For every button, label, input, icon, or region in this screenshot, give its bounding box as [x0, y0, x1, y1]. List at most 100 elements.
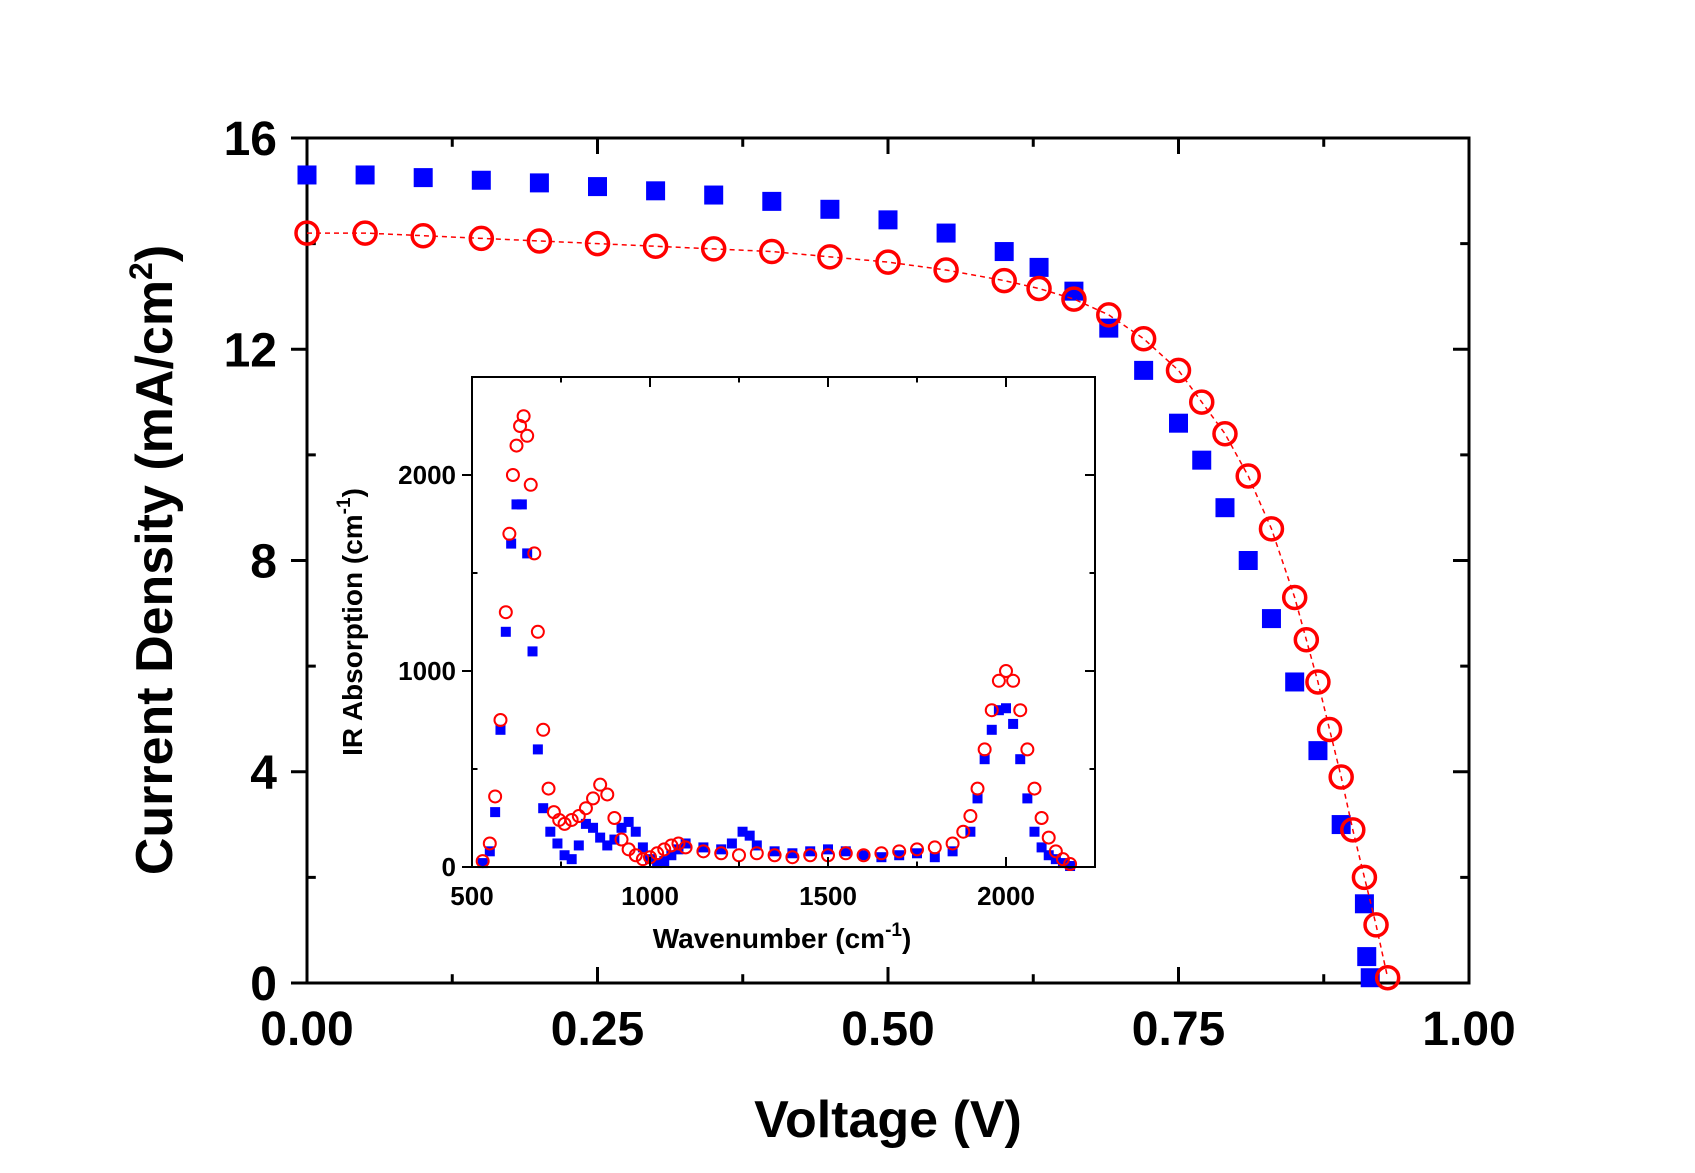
main-ticks [291, 136, 1471, 985]
inset-series-0-point [580, 818, 591, 829]
inset-series-0-point [516, 499, 527, 510]
inset-series-1-point [838, 846, 853, 861]
main-series-0-point [1238, 551, 1258, 570]
main-series-1-point [1130, 325, 1157, 352]
inset-background [472, 377, 1095, 867]
inset-series-0-point [1022, 793, 1033, 804]
inset-series-1-point [999, 664, 1013, 678]
inset-series-0-point [495, 724, 506, 735]
inset-series-0-point [506, 538, 517, 549]
main-y-axis-title-sup: 2 [123, 262, 159, 280]
main-series-1-point [1061, 286, 1087, 312]
inset-series-0-point [490, 807, 501, 818]
main-series-0-point [1261, 609, 1281, 629]
main-series-1-point [410, 222, 436, 249]
inset-series-1-point [650, 846, 665, 861]
inset-series-0-point [522, 548, 533, 559]
inset-series-0-point [698, 842, 709, 853]
main-series-0-point [413, 168, 433, 188]
inset-series-1-point [892, 844, 907, 859]
main-series-0-point [878, 210, 898, 230]
main-series-1-point [1096, 302, 1122, 328]
inset-series-1-point [593, 777, 608, 792]
inset-series-1-point [910, 842, 924, 857]
inset-series-1-point [785, 850, 800, 865]
inset-series [475, 409, 1078, 872]
main-series-0-point [1357, 947, 1377, 967]
main-series-0-point [704, 185, 724, 205]
inset-series-0-point [566, 854, 577, 865]
inset-series-1-point [578, 801, 593, 816]
main-series-1-point [1340, 817, 1366, 843]
inset-series-0-point [552, 838, 563, 849]
main-series-0-point [1360, 968, 1380, 988]
main-series-1-point [1235, 463, 1261, 489]
inset-y-axis-title-tail: ) [337, 488, 368, 497]
inset-series-1-point [523, 477, 538, 492]
main-series-0-point [994, 242, 1014, 262]
inset-series-0-point [1008, 718, 1019, 729]
main-series-1-point [700, 236, 727, 262]
inset-series-1-point [607, 811, 622, 825]
main-series-0-point [1215, 498, 1235, 518]
main-y-tick-label: 8 [250, 536, 277, 589]
main-series-1-point [759, 238, 785, 265]
inset-series-1-point [714, 846, 729, 861]
inset-y-tick-label: 2000 [398, 460, 456, 490]
main-series-1-point [468, 225, 495, 252]
inset-series-1-point [664, 838, 679, 853]
inset-series-0-point [559, 850, 570, 861]
inset-series-0-point [726, 838, 737, 849]
main-series-0-point [762, 191, 782, 211]
main-series-0-point [529, 173, 549, 193]
main-x-tick-label: 0.75 [1132, 1003, 1225, 1056]
inset-series-0-point [602, 840, 613, 851]
main-series-0-point [1134, 360, 1154, 380]
inset-series-1-point [1048, 844, 1063, 859]
inset-series-1-point [767, 848, 782, 863]
main-tick-labels: 0.00 0.25 0.50 0.75 1.00 0 4 8 12 16 [224, 113, 1516, 1056]
inset-series-0-point [912, 848, 922, 859]
main-x-tick-label: 0.50 [841, 1003, 934, 1056]
main-series-0-point [1285, 672, 1305, 692]
inset-series-1-point [956, 824, 971, 839]
inset-series-0-point [532, 744, 543, 755]
inset-series-0-point [573, 840, 584, 851]
inset-series-1-point [564, 812, 579, 827]
main-series-1-line [307, 232, 1389, 978]
main-series-0-point [297, 165, 317, 185]
inset-y-tick-label: 0 [442, 852, 456, 882]
inset-x-tick-label: 1500 [799, 881, 857, 911]
inset-series-0-point [1036, 842, 1047, 853]
inset-series-0-point [972, 793, 983, 804]
main-x-tick-label: 0.00 [260, 1003, 353, 1056]
main-series-0-point [1354, 894, 1374, 914]
inset-series-0-point [965, 826, 976, 837]
main-series-1-point [526, 228, 553, 254]
main-series-1-point [875, 249, 901, 275]
inset-series-1-point [1063, 857, 1078, 872]
inset-series-1-point [671, 836, 686, 851]
inset-series-0-point [484, 846, 495, 857]
main-y-tick-label: 12 [224, 324, 277, 377]
inset-series-0-point [595, 832, 606, 843]
inset-series-0-point [477, 858, 488, 869]
main-series-1-point [1281, 584, 1308, 611]
inset-series-0-point [1050, 854, 1061, 865]
inset-series-1-point [557, 816, 572, 831]
inset-series-1-point [482, 836, 497, 851]
inset-series-1-point [657, 842, 672, 857]
inset-series-1-point [614, 832, 629, 847]
inset-series-0-point [680, 838, 691, 849]
main-series-0-point [355, 165, 375, 185]
inset-series-0-point [1057, 858, 1068, 869]
inset-series-0-point [609, 834, 620, 845]
inset-series-0-point [652, 858, 663, 869]
inset-series-0-point [986, 724, 997, 735]
main-series-0-point [646, 181, 666, 201]
inset-series-1-point [516, 409, 531, 424]
inset-series-0-point [979, 754, 990, 765]
inset-series-0-point [500, 626, 511, 637]
main-series-1-point [1305, 669, 1331, 695]
